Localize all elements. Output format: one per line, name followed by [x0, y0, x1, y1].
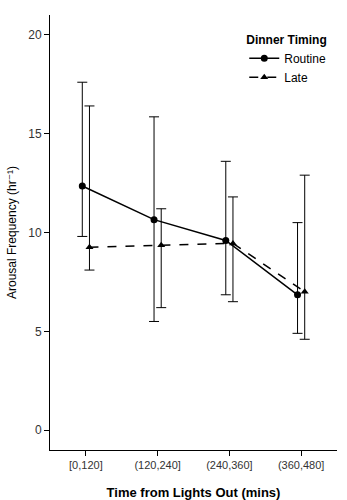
svg-text:10: 10: [28, 226, 42, 240]
svg-text:(360,480]: (360,480]: [278, 459, 324, 471]
svg-text:(120,240]: (120,240]: [134, 459, 180, 471]
svg-text:Time from Lights Out (mins): Time from Lights Out (mins): [107, 485, 281, 500]
svg-text:5: 5: [35, 325, 42, 339]
svg-text:20: 20: [28, 28, 42, 42]
svg-text:0: 0: [35, 423, 42, 437]
svg-text:(240,360]: (240,360]: [206, 459, 252, 471]
svg-text:Late: Late: [284, 71, 308, 85]
svg-text:Arousal Frequency (hr⁻¹): Arousal Frequency (hr⁻¹): [5, 166, 19, 299]
svg-text:Dinner Timing: Dinner Timing: [246, 33, 326, 47]
svg-text:Routine: Routine: [284, 52, 326, 66]
svg-text:[0,120]: [0,120]: [69, 459, 103, 471]
svg-text:15: 15: [28, 127, 42, 141]
